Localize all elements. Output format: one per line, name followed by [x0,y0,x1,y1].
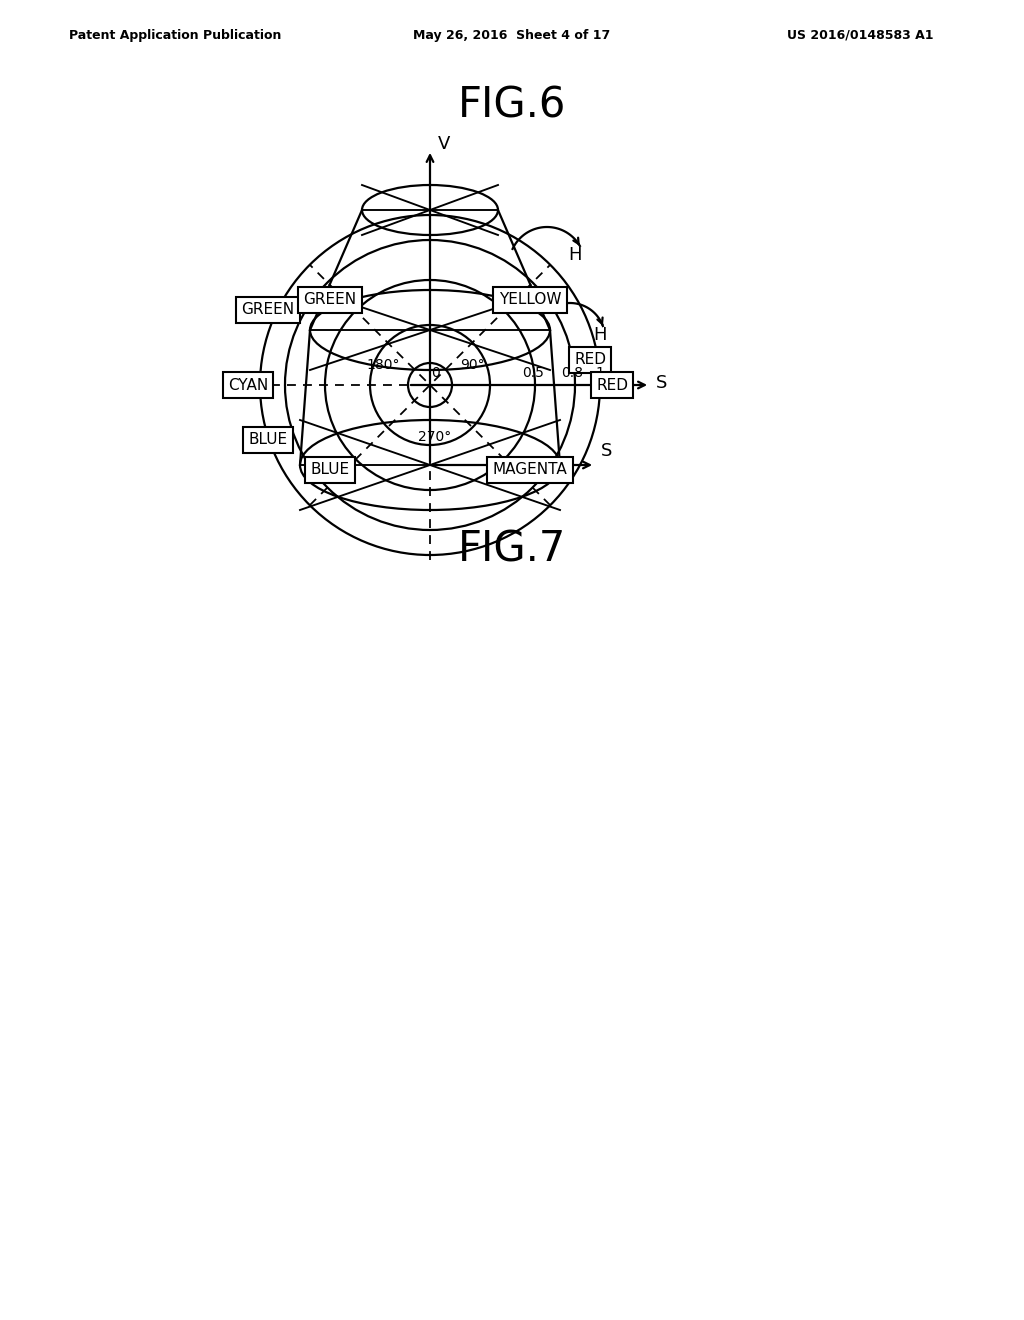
Text: BLUE: BLUE [249,433,288,447]
Text: 0.8: 0.8 [561,366,583,380]
Text: 0.5: 0.5 [522,366,544,380]
Text: Patent Application Publication: Patent Application Publication [69,29,282,41]
Text: RED: RED [596,378,628,392]
Text: FIG.6: FIG.6 [458,84,566,125]
Text: BLUE: BLUE [310,462,349,478]
Text: May 26, 2016  Sheet 4 of 17: May 26, 2016 Sheet 4 of 17 [414,29,610,41]
Text: H: H [593,326,607,345]
Text: YELLOW: YELLOW [499,293,561,308]
Text: GREEN: GREEN [303,293,356,308]
Text: H: H [568,246,582,264]
Text: 180°: 180° [367,358,399,372]
Text: 270°: 270° [419,430,452,444]
Text: CYAN: CYAN [228,378,268,392]
Text: S: S [656,374,668,392]
Text: US 2016/0148583 A1: US 2016/0148583 A1 [786,29,933,41]
Text: GREEN: GREEN [242,302,295,318]
Text: 0: 0 [431,366,439,380]
Text: 90°: 90° [460,358,484,372]
Text: V: V [438,135,451,153]
Text: 1: 1 [596,366,604,380]
Text: MAGENTA: MAGENTA [493,462,567,478]
Text: RED: RED [574,352,606,367]
Text: FIG.7: FIG.7 [458,529,566,572]
Text: S: S [601,442,612,459]
